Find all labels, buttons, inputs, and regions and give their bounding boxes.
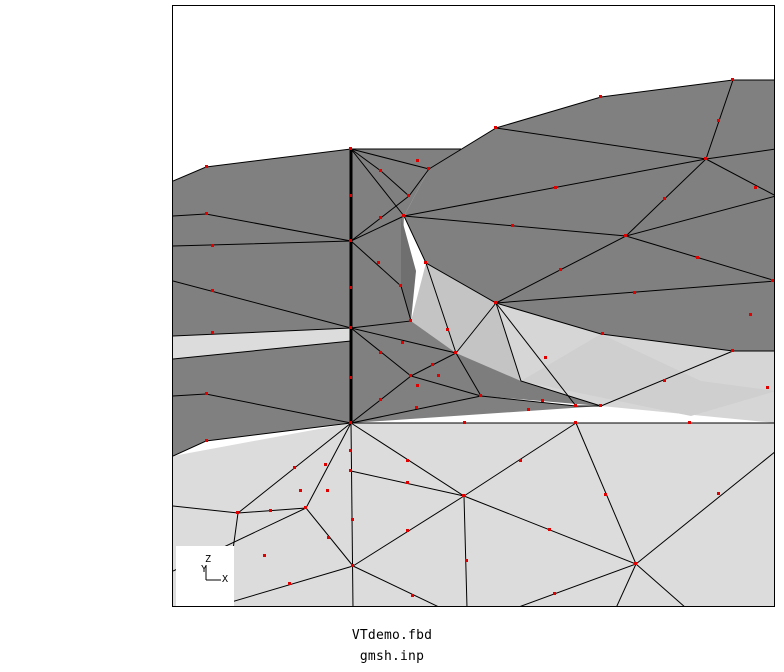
- axis-triad: Z Y X: [176, 546, 234, 606]
- mesh-dark-lower-center: [456, 353, 601, 406]
- mesh-dark-lower-left: [173, 341, 351, 456]
- axis-triad-icon: Z Y X: [201, 554, 228, 585]
- axis-y-label: Y: [201, 564, 207, 575]
- mesh-mid-band-2: [521, 334, 774, 416]
- fem-mesh-viewport[interactable]: Z Y X: [172, 5, 775, 607]
- mesh-mid-band: [411, 263, 521, 381]
- axis-z-label: Z: [205, 554, 211, 565]
- mesh-dark-right: [404, 80, 774, 351]
- mesh-nodes: [205, 78, 774, 597]
- mesh-dark-upper-left: [173, 149, 351, 336]
- mesh-dark-center: [351, 149, 601, 423]
- geometry-file-label: VTdemo.fbd: [351, 628, 433, 643]
- mesh-canvas[interactable]: [173, 6, 775, 607]
- axis-x-label: X: [222, 574, 228, 585]
- mesh-file-label: gmsh.inp: [359, 649, 425, 664]
- mesh-dark-fold: [401, 216, 416, 321]
- mesh-light-face: [173, 423, 774, 606]
- mesh-light-strip: [173, 328, 351, 359]
